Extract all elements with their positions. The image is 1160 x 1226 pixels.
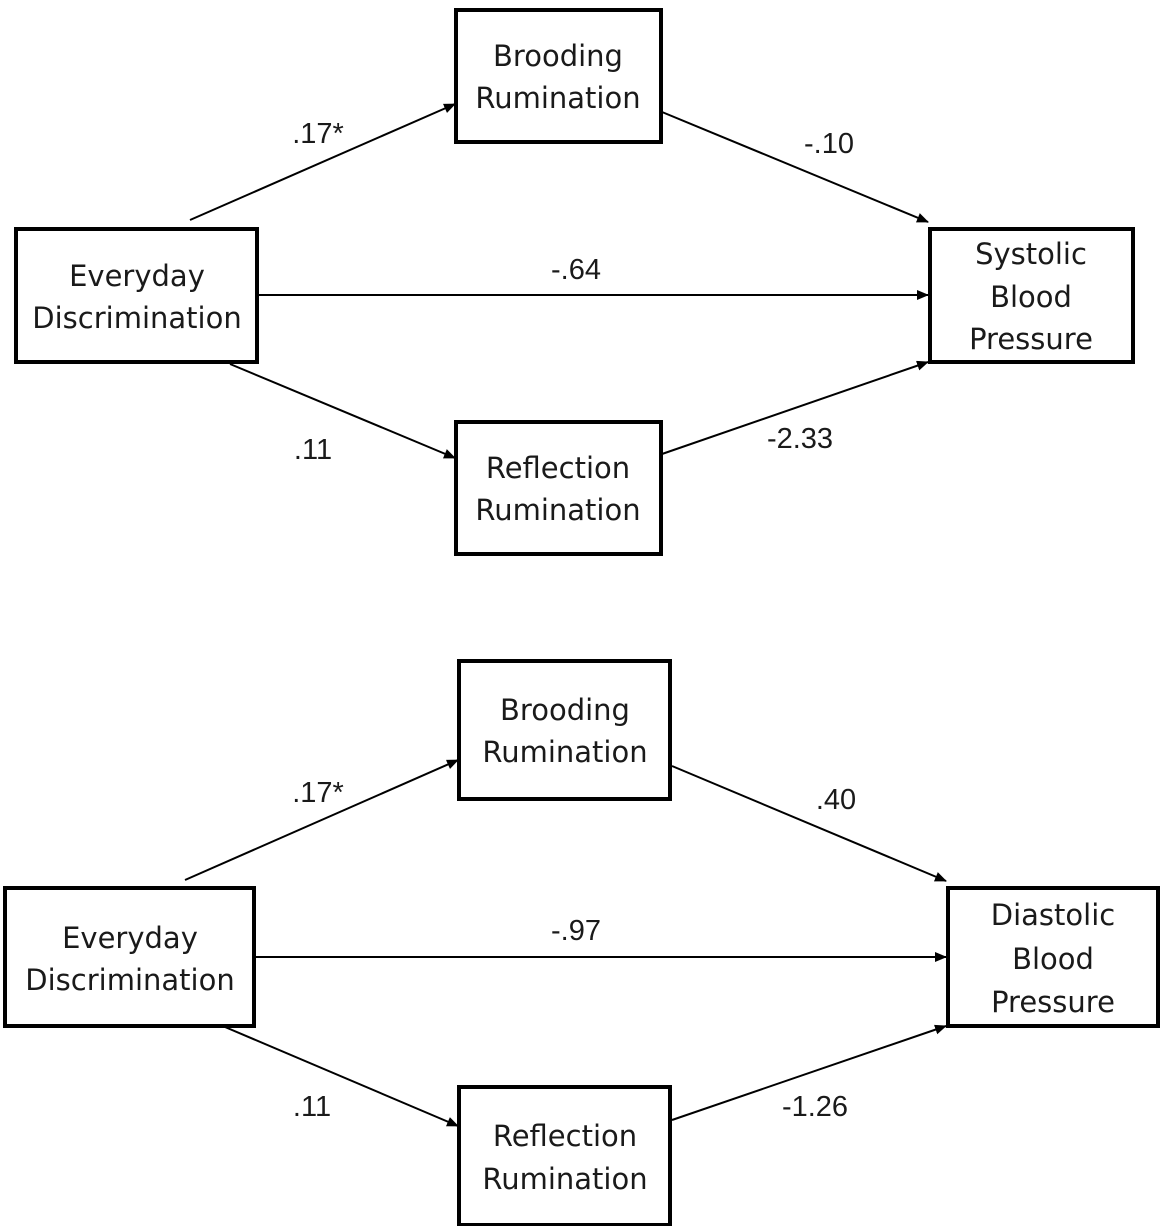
predictor-label-line2: Discrimination: [32, 301, 241, 335]
path-brooding-to-outcome: [661, 111, 929, 223]
coef-b-reflection: -2.33: [767, 423, 833, 455]
coef-c-direct: -.64: [551, 254, 601, 286]
outcome-diastolic-box: Diastolic Blood Pressure: [946, 886, 1160, 1028]
brooding-label-line2: Rumination: [475, 81, 640, 115]
reflection-label-line1: Reflection: [486, 451, 630, 485]
brooding-label-line2: Rumination: [482, 735, 647, 769]
outcome-systolic-box: Systolic Blood Pressure: [928, 227, 1135, 364]
predictor-box: Everyday Discrimination: [14, 227, 259, 364]
path-predictor-to-reflection: [224, 1026, 459, 1127]
coef-a-brooding: .17*: [292, 777, 344, 809]
path-predictor-to-brooding: [184, 759, 459, 881]
coef-a-reflection: .11: [294, 434, 332, 466]
predictor-box: Everyday Discrimination: [3, 886, 256, 1028]
path-reflection-to-outcome: [661, 360, 929, 455]
outcome-label-line2: Blood: [1012, 942, 1094, 976]
panel-systolic: Everyday Discrimination Brooding Ruminat…: [14, 8, 1135, 556]
brooding-label-line1: Brooding: [493, 39, 623, 73]
mediator-brooding-box: Brooding Rumination: [457, 659, 672, 801]
reflection-label-line1: Reflection: [493, 1119, 637, 1153]
coef-a-brooding: .17*: [292, 118, 344, 150]
path-reflection-to-outcome: [671, 1024, 947, 1121]
predictor-label-line2: Discrimination: [25, 963, 234, 997]
coef-b-brooding: .40: [816, 784, 856, 816]
reflection-label-line2: Rumination: [475, 493, 640, 527]
path-predictor-to-brooding: [189, 103, 456, 221]
coef-b-reflection: -1.26: [782, 1091, 848, 1123]
coef-a-reflection: .11: [293, 1091, 331, 1123]
mediator-reflection-box: Reflection Rumination: [454, 420, 663, 556]
brooding-label-line1: Brooding: [500, 693, 630, 727]
outcome-label-line2: Blood: [990, 280, 1072, 314]
predictor-label-line1: Everyday: [62, 921, 198, 955]
outcome-label-line3: Pressure: [991, 985, 1115, 1019]
panel-diastolic: Everyday Discrimination Brooding Ruminat…: [3, 659, 1160, 1226]
outcome-label-line1: Systolic: [975, 237, 1087, 271]
mediator-reflection-box: Reflection Rumination: [457, 1085, 672, 1226]
outcome-label-line1: Diastolic: [991, 898, 1115, 932]
outcome-label-line3: Pressure: [969, 322, 1093, 356]
path-predictor-to-reflection: [229, 363, 456, 459]
mediator-brooding-box: Brooding Rumination: [454, 8, 663, 144]
coef-b-brooding: -.10: [804, 128, 854, 160]
predictor-label-line1: Everyday: [69, 259, 205, 293]
coef-c-direct: -.97: [551, 915, 601, 947]
path-brooding-to-outcome: [671, 765, 947, 882]
reflection-label-line2: Rumination: [482, 1162, 647, 1196]
